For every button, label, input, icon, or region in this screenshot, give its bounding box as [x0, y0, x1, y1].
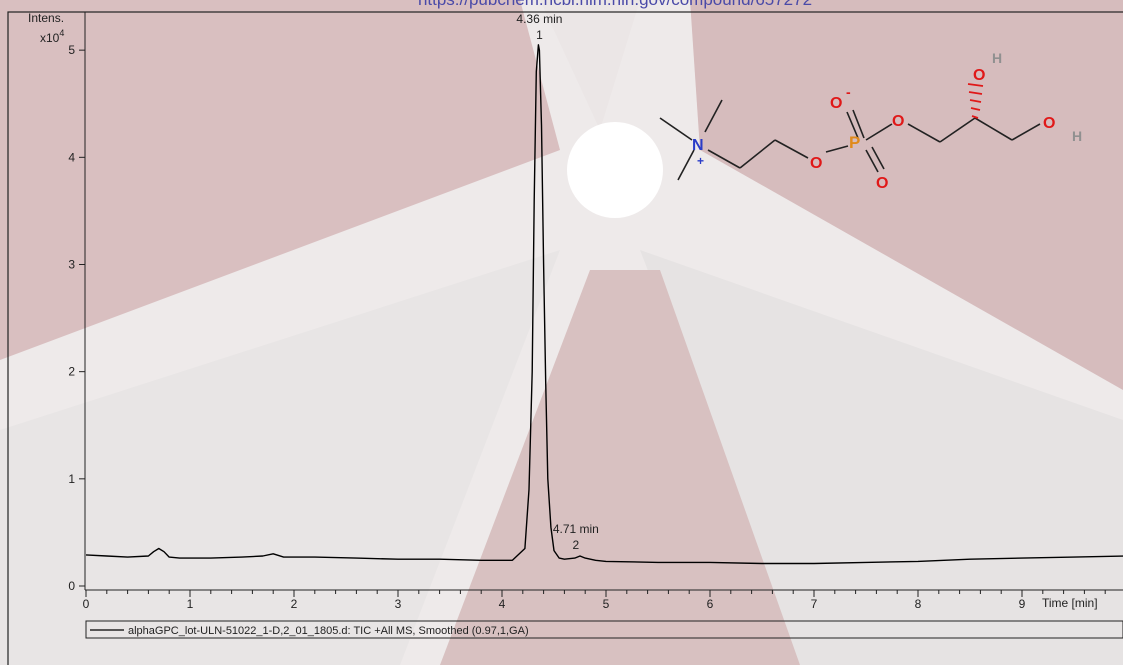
y-tick-label: 5 — [68, 43, 75, 57]
atom-oxygen-hydroxyl-1: O — [973, 67, 985, 84]
y-tick-label: 4 — [68, 150, 75, 164]
stereo-hash-bond — [967, 83, 984, 119]
header-url: https://pubchem.ncbi.nlm.nih.gov/compoun… — [418, 0, 812, 9]
x-tick-label: 7 — [811, 597, 818, 611]
molecule-bonds — [659, 99, 1041, 181]
x-tick-label: 8 — [915, 597, 922, 611]
atom-nitrogen: N — [692, 137, 704, 154]
atom-oxygen-anion: O — [830, 95, 842, 112]
x-tick-label: 4 — [499, 597, 506, 611]
y-tick-label: 2 — [68, 365, 75, 379]
atom-oxygen-hydroxyl-2: O — [1043, 115, 1055, 132]
y-axis-multiplier-base: x10 — [40, 31, 60, 45]
legend-entry: alphaGPC_lot-ULN-51022_1-D,2_01_1805.d: … — [128, 625, 529, 637]
x-tick-label: 0 — [83, 597, 90, 611]
x-axis-ticks: 0 1 2 3 4 5 6 7 8 9 — [83, 590, 1106, 611]
peak-number-label: 1 — [536, 28, 543, 42]
atom-oxygen-charge: - — [846, 84, 851, 100]
x-tick-label: 9 — [1019, 597, 1026, 611]
atom-nitrogen-charge: + — [697, 154, 704, 168]
atom-hydrogen-1: H — [992, 50, 1002, 66]
atom-oxygen-ester-1: O — [810, 155, 822, 172]
legend: alphaGPC_lot-ULN-51022_1-D,2_01_1805.d: … — [85, 620, 1123, 639]
y-axis-ticks: 0 1 2 3 4 5 — [68, 43, 85, 593]
figure-frame — [7, 11, 1123, 665]
molecule-structure: N + O P O - O O O H O H — [659, 50, 1082, 192]
atom-phosphorus: P — [849, 133, 860, 152]
x-tick-label: 1 — [187, 597, 194, 611]
y-axis-label: Intens. — [28, 11, 64, 25]
x-tick-label: 2 — [291, 597, 298, 611]
peak-time-label: 4.36 min — [516, 12, 562, 26]
atom-hydrogen-2: H — [1072, 128, 1082, 144]
y-tick-label: 1 — [68, 472, 75, 486]
x-axis-label: Time [min] — [1042, 596, 1098, 610]
x-tick-label: 3 — [395, 597, 402, 611]
atom-oxygen-double: O — [876, 175, 888, 192]
y-tick-label: 0 — [68, 579, 75, 593]
atom-oxygen-ester-2: O — [892, 113, 904, 130]
x-tick-label: 5 — [603, 597, 610, 611]
x-tick-label: 6 — [707, 597, 714, 611]
peak-time-label: 4.71 min — [553, 522, 599, 536]
series-layer — [85, 44, 1123, 565]
peak-annotations: 4.36 min 1 4.71 min 2 — [516, 12, 598, 552]
y-tick-label: 3 — [68, 257, 75, 271]
y-axis-multiplier: x104 — [40, 28, 64, 45]
peak-number-label: 2 — [572, 538, 579, 552]
series-line — [85, 44, 1123, 565]
y-axis-multiplier-exponent: 4 — [59, 28, 64, 38]
legend-box — [85, 620, 1123, 639]
